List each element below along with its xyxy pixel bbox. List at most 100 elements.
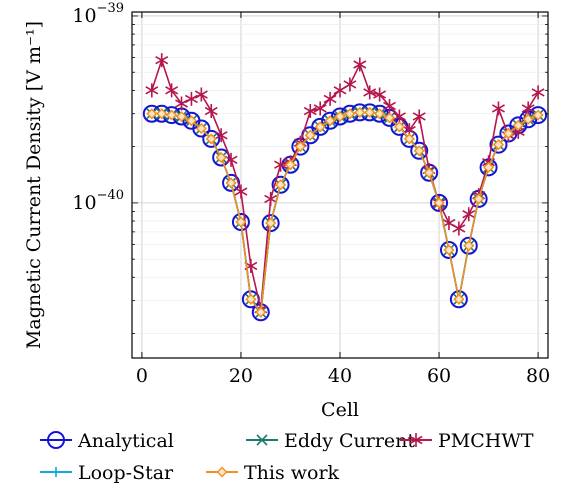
data-point [492, 139, 504, 151]
data-point [473, 193, 485, 205]
data-point [492, 101, 505, 116]
data-point [373, 87, 387, 102]
data-point [184, 91, 198, 106]
data-point [234, 184, 248, 199]
data-point [235, 216, 247, 228]
data-point [343, 77, 357, 92]
data-point [165, 83, 179, 98]
data-point [294, 141, 306, 153]
data-point [393, 121, 405, 133]
series-line [151, 111, 539, 315]
data-point [453, 293, 465, 305]
data-point [202, 129, 221, 148]
data-point [409, 433, 423, 447]
legend-label: Eddy Current [284, 430, 415, 452]
data-point [489, 135, 508, 154]
legend: Analytical Eddy Current PMCHWT Loop-Star Thi… [40, 430, 534, 484]
data-point [155, 53, 169, 68]
data-point [462, 207, 476, 222]
data-point [314, 121, 326, 133]
legend-entry: Eddy Current [246, 430, 415, 452]
data-point [449, 290, 468, 309]
data-point [529, 106, 548, 125]
legend-label: PMCHWT [438, 430, 534, 452]
data-point [452, 221, 466, 236]
data-point [225, 177, 237, 189]
data-point [364, 106, 376, 118]
data-point [166, 109, 178, 121]
data-point [383, 98, 396, 113]
data-point [176, 110, 188, 122]
series-line [151, 57, 539, 310]
data-point [353, 57, 367, 72]
data-point [433, 197, 445, 209]
data-point [156, 108, 168, 120]
legend-entry: This work [206, 462, 340, 484]
data-point [483, 161, 495, 173]
series-this-work [146, 106, 544, 318]
data-point [374, 108, 386, 120]
data-point [51, 467, 61, 477]
x-tick-label: 0 [136, 365, 148, 387]
data-point [324, 115, 336, 127]
y-axis-label: Magnetic Current Density [V m⁻¹] [23, 21, 45, 349]
legend-label: Loop-Star [78, 462, 174, 484]
data-point [47, 431, 65, 449]
data-point [265, 217, 277, 229]
y-tick-label: 10−39 [72, 1, 124, 27]
data-point [204, 104, 218, 119]
data-point [443, 244, 455, 256]
data-point [532, 109, 544, 121]
data-point [439, 240, 458, 259]
data-point [502, 128, 514, 140]
data-point [205, 133, 217, 145]
data-point [255, 306, 267, 318]
data-point [403, 133, 415, 145]
data-point [274, 157, 288, 172]
data-point [215, 151, 227, 163]
data-point [256, 434, 268, 446]
data-point [392, 109, 406, 124]
data-point [264, 191, 278, 206]
data-point [311, 117, 330, 136]
data-point [271, 175, 290, 194]
data-point [410, 141, 429, 160]
data-point [413, 145, 425, 157]
data-point [423, 167, 435, 179]
data-point [463, 240, 475, 252]
legend-entry: Loop-Star [40, 462, 174, 484]
data-point [195, 123, 207, 134]
data-point [412, 109, 426, 124]
data-point [323, 91, 337, 106]
data-point [344, 108, 356, 120]
data-point [175, 96, 188, 111]
legend-label: Analytical [77, 430, 174, 452]
data-point [145, 83, 159, 98]
data-point [303, 104, 317, 119]
axis-ticks: 0 20 40 60 80 10−39 10−40 [72, 1, 550, 387]
data-point [185, 115, 197, 127]
y-tick-label: 10−40 [72, 188, 124, 214]
data-point [321, 111, 340, 130]
data-point [430, 193, 449, 212]
data-point [521, 101, 535, 116]
data-point [284, 159, 296, 171]
data-point [192, 119, 211, 138]
data-point [363, 85, 377, 100]
data-point [384, 112, 396, 124]
data-point [522, 113, 534, 125]
series-pmchwt [145, 53, 545, 317]
data-point [146, 108, 158, 120]
data-point [212, 148, 231, 167]
data-point [275, 179, 287, 191]
data-point [354, 106, 366, 118]
data-point [313, 101, 327, 116]
data-point [216, 466, 228, 478]
data-point [194, 87, 208, 102]
data-point [459, 236, 478, 255]
grid [132, 12, 548, 358]
data-point [334, 110, 346, 122]
legend-label: This work [244, 462, 340, 484]
x-tick-label: 60 [427, 365, 451, 387]
